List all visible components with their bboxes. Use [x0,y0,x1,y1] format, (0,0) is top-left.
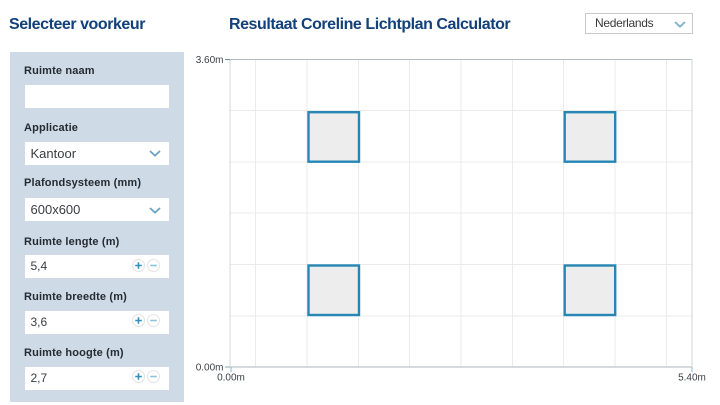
svg-text:0.00m: 0.00m [217,373,245,384]
svg-text:3.60m: 3.60m [196,55,224,66]
svg-text:5.40m: 5.40m [678,373,706,384]
svg-text:0.00m: 0.00m [196,362,224,373]
